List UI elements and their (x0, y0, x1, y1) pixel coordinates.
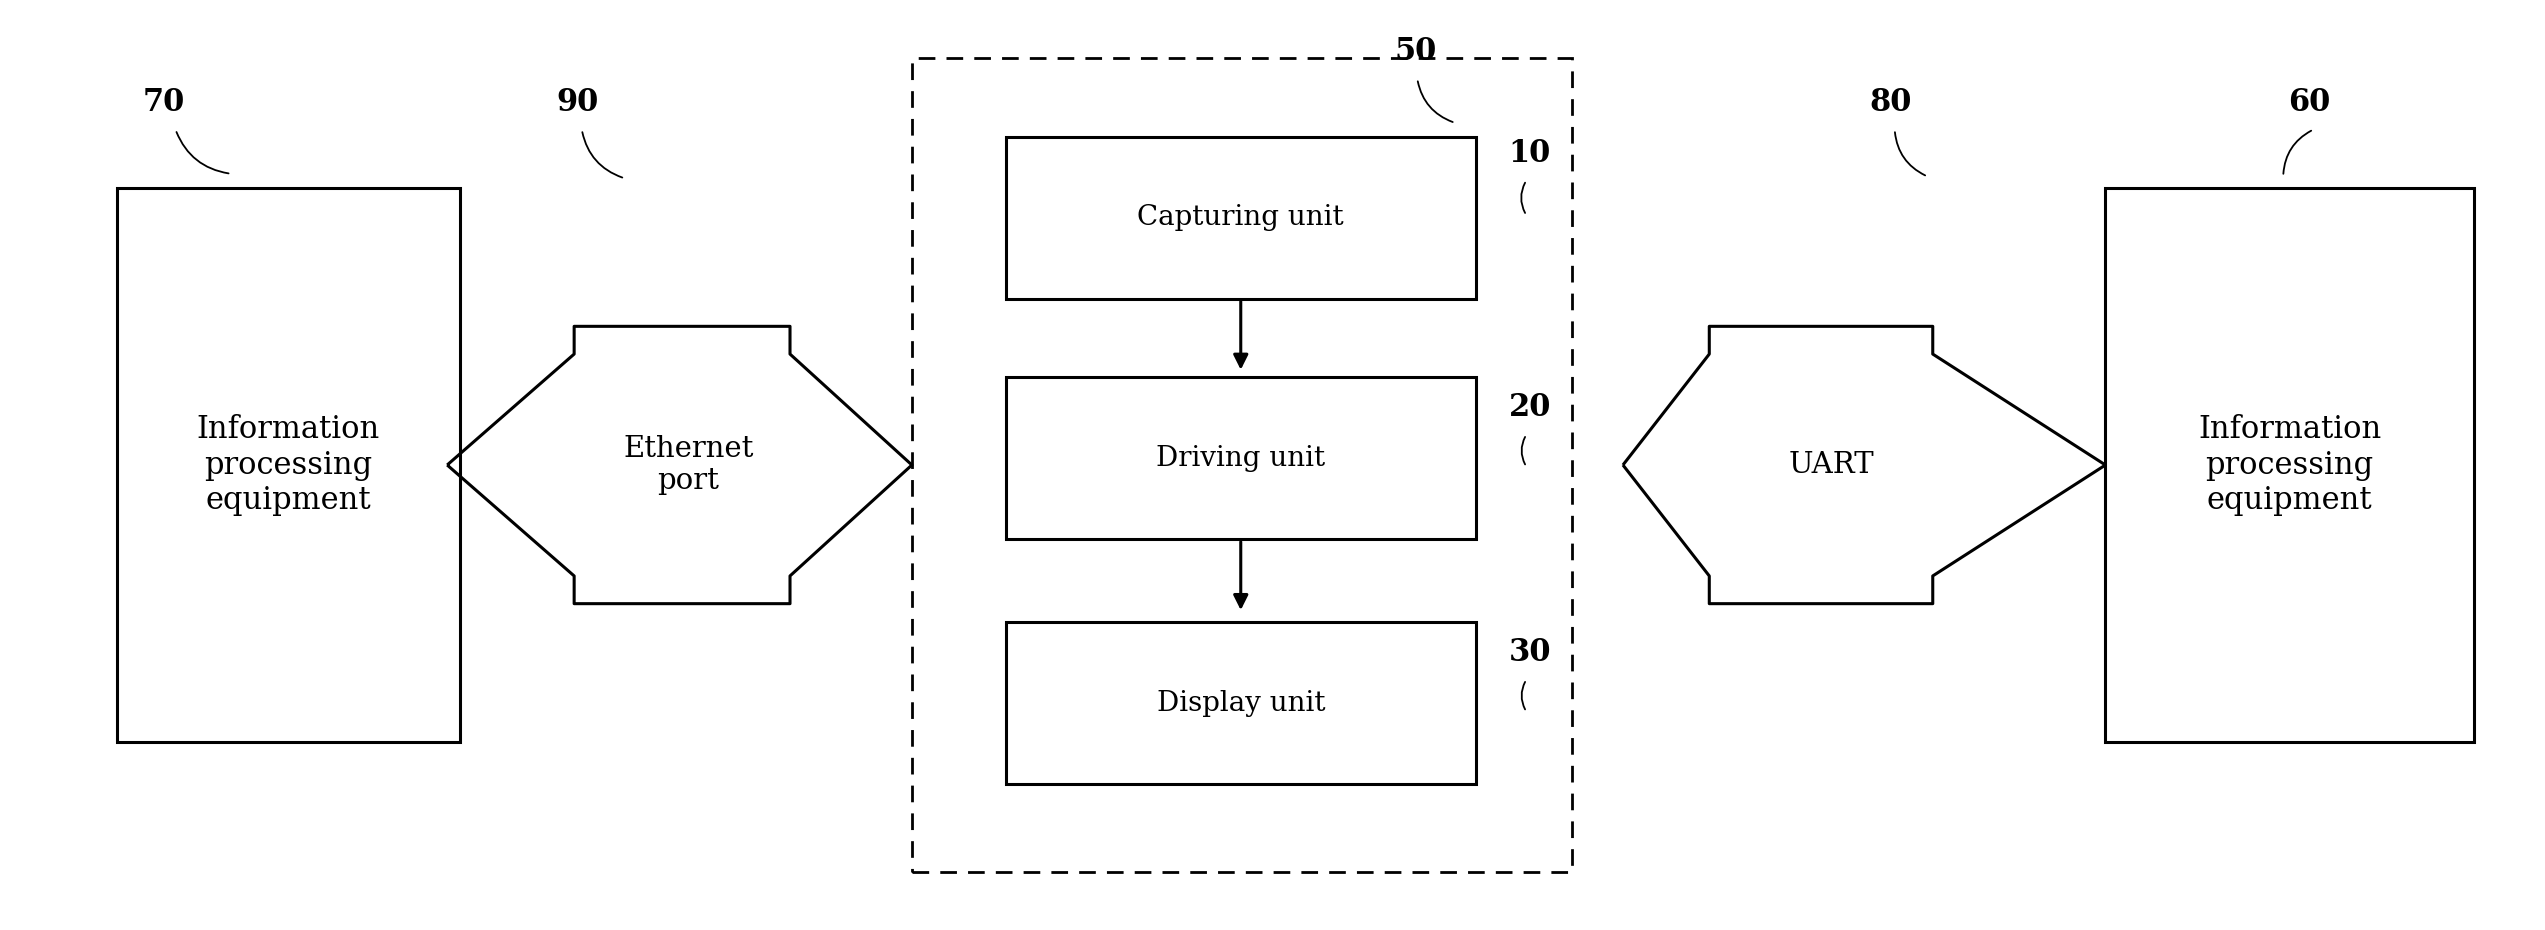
Text: 70: 70 (143, 87, 186, 118)
Text: Driving unit: Driving unit (1155, 445, 1326, 472)
Bar (1005, 137, 1476, 299)
Text: 90: 90 (557, 87, 598, 118)
Text: UART: UART (1789, 451, 1873, 479)
Text: Ethernet
port: Ethernet port (624, 435, 753, 495)
Bar (1005, 378, 1476, 539)
Text: 20: 20 (1509, 392, 1550, 423)
Bar (117, 188, 461, 742)
Text: 60: 60 (2288, 87, 2331, 118)
Text: Capturing unit: Capturing unit (1138, 205, 1344, 232)
Bar (911, 59, 1573, 871)
Bar (2105, 188, 2474, 742)
Text: 10: 10 (1509, 139, 1550, 169)
Text: Information
processing
equipment: Information processing equipment (2199, 414, 2382, 516)
Text: 50: 50 (1395, 36, 1435, 68)
Bar (1005, 622, 1476, 784)
Text: Display unit: Display unit (1155, 689, 1326, 716)
Text: 30: 30 (1509, 637, 1550, 669)
Text: Information
processing
equipment: Information processing equipment (196, 414, 379, 516)
Text: 80: 80 (1868, 87, 1911, 118)
